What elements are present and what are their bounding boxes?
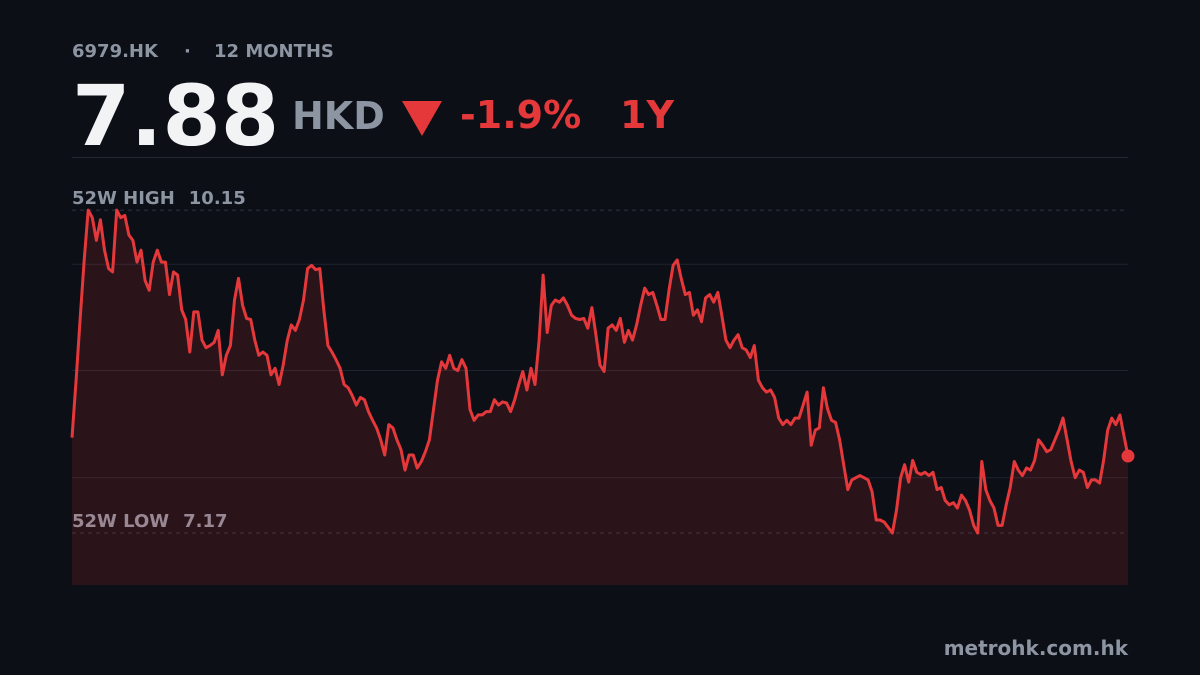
separator: · bbox=[184, 41, 191, 62]
price: 7.88 bbox=[72, 67, 279, 165]
reference-value: 10.15 bbox=[189, 188, 246, 209]
source: metrohk.com.hk bbox=[944, 636, 1129, 660]
area bbox=[72, 210, 1128, 585]
price-line bbox=[70, 208, 1130, 535]
ticker: 6979.HK bbox=[72, 41, 159, 62]
range: 1Y bbox=[620, 93, 674, 137]
reference-label: 52W HIGH bbox=[72, 188, 175, 209]
change: -1.9% bbox=[460, 93, 581, 137]
plot-area: 52W HIGH 10.15 52W LOW 7.17 bbox=[70, 188, 1135, 585]
period: 12 MONTHS bbox=[214, 41, 334, 62]
currency: HKD bbox=[292, 94, 385, 138]
last-point bbox=[1121, 449, 1135, 463]
reference-label: 52W LOW bbox=[72, 511, 169, 532]
reference-value: 7.17 bbox=[183, 511, 227, 532]
down-arrow bbox=[402, 101, 442, 136]
